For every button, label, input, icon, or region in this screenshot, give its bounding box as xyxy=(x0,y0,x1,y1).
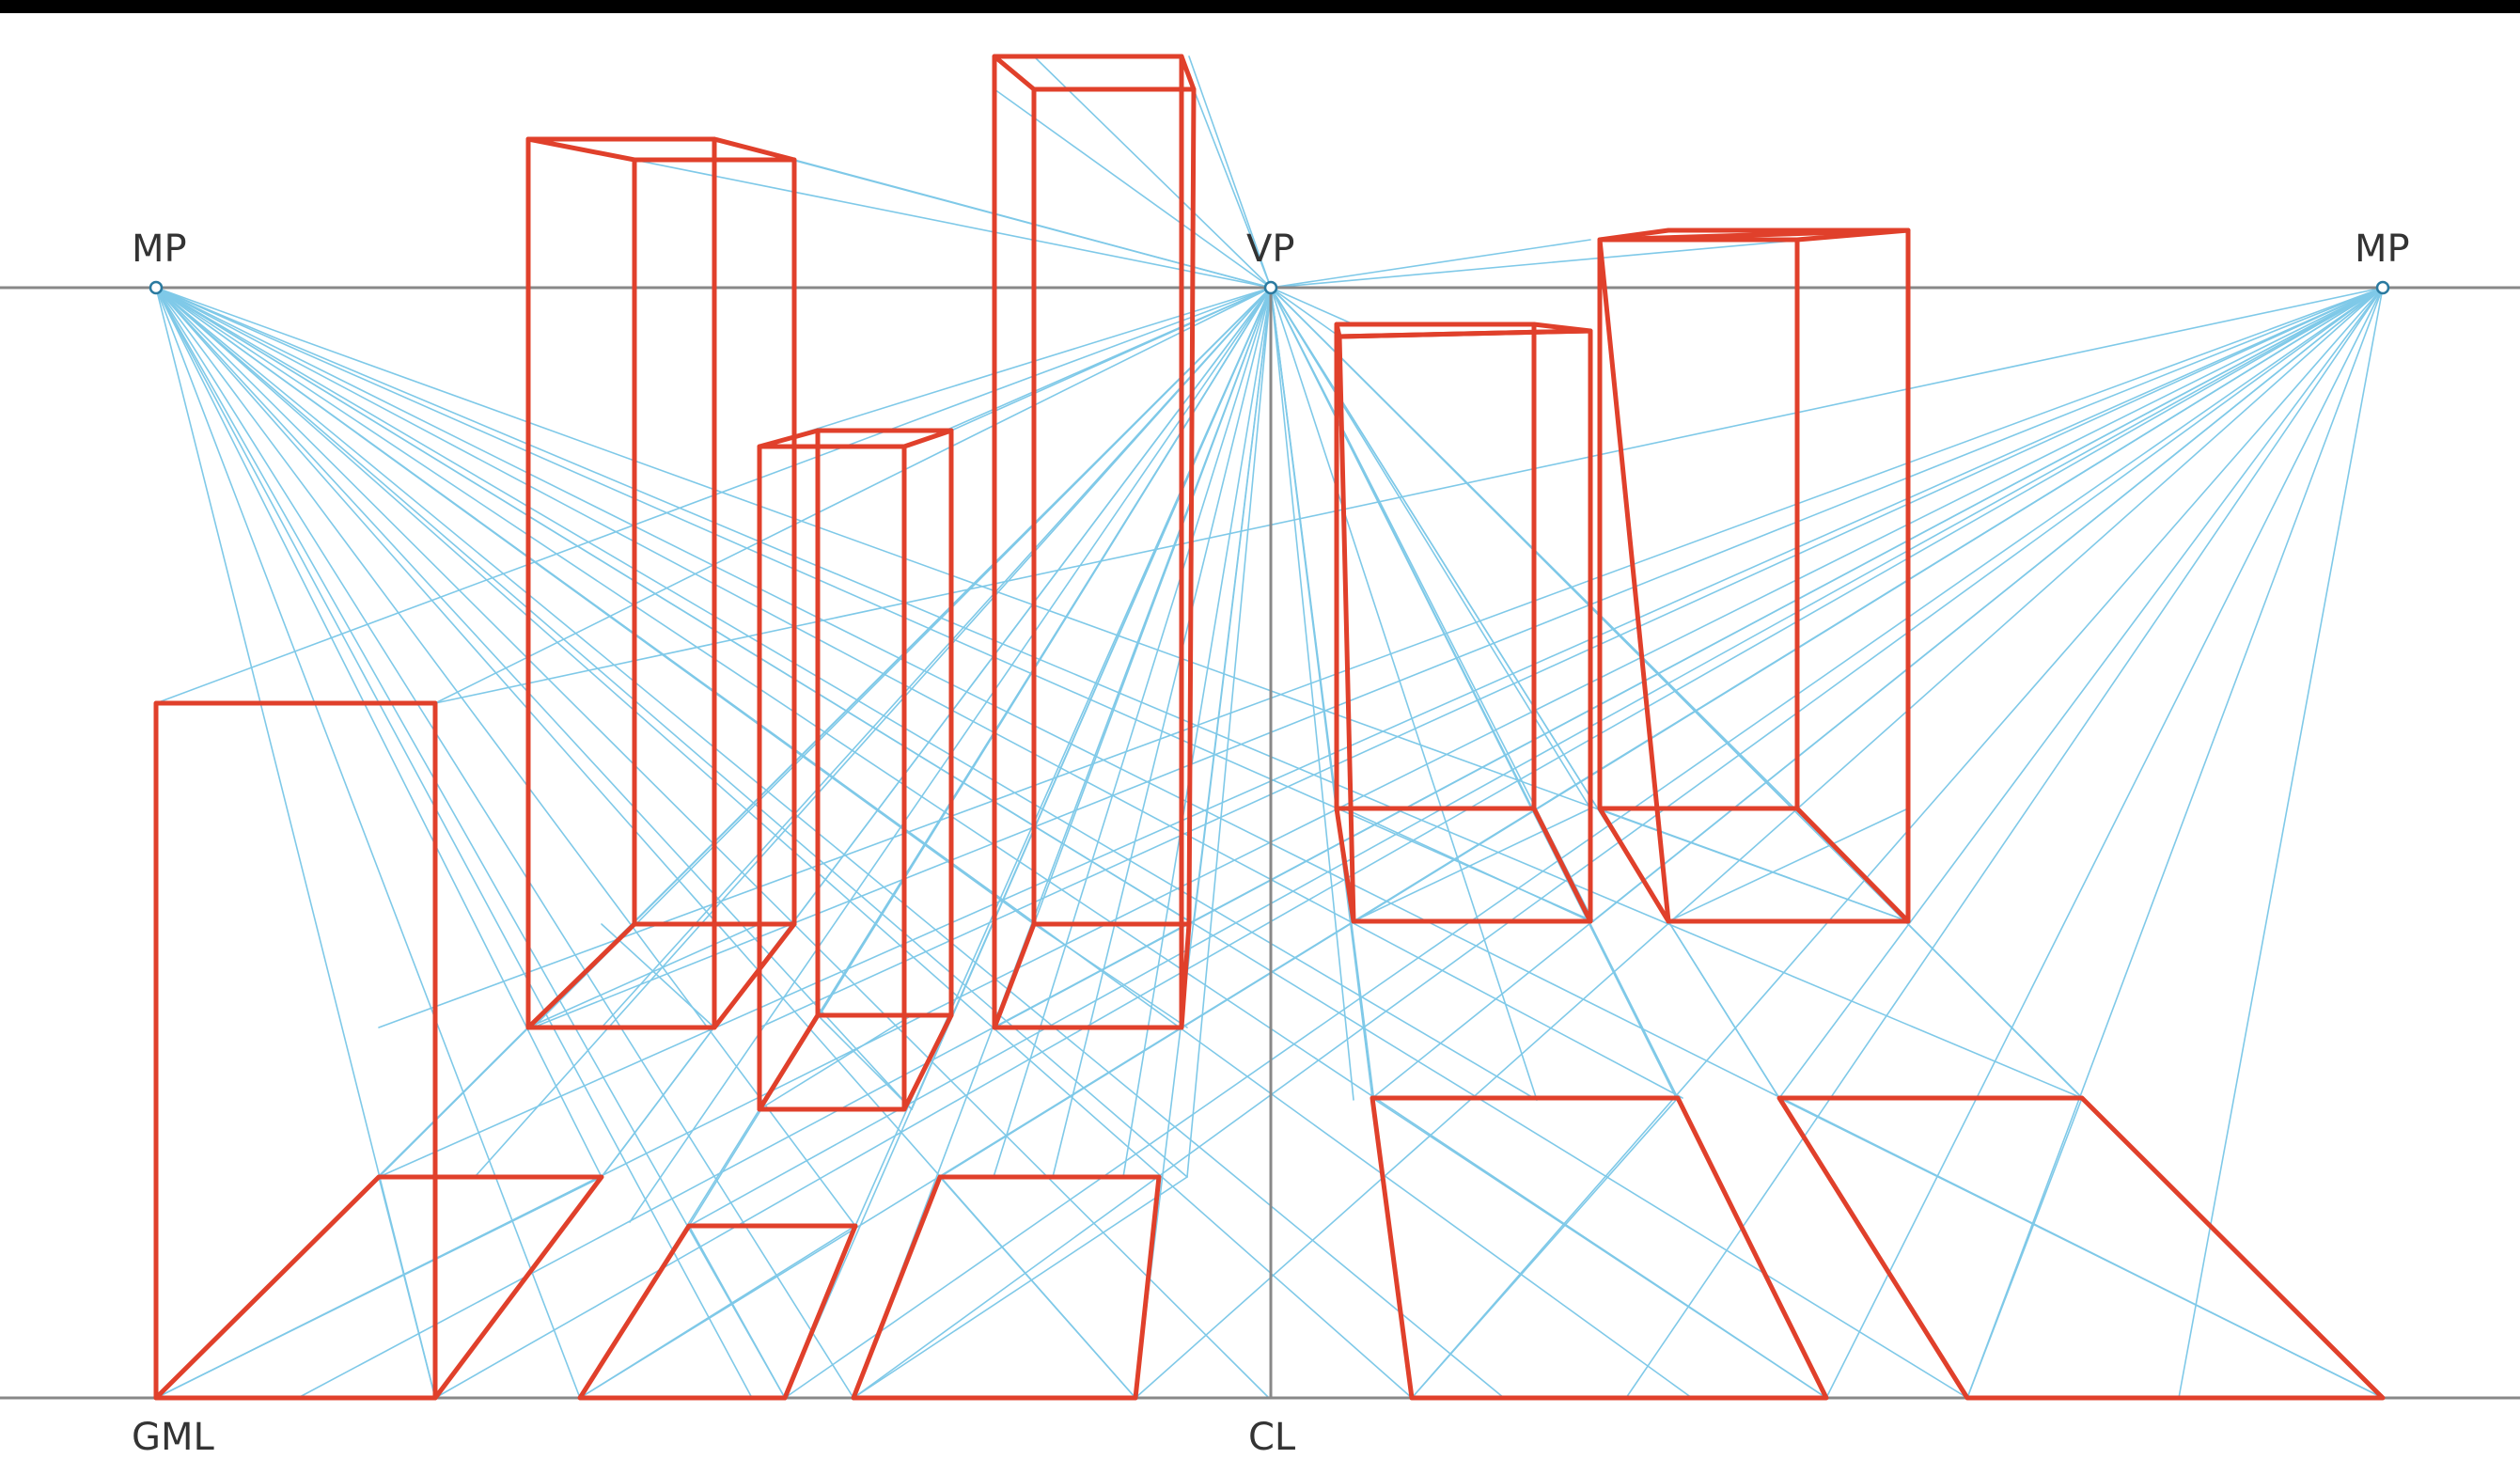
vp-guide-line xyxy=(1193,287,1272,925)
tower-c-bottom xyxy=(992,921,1192,1030)
vp-guide-line xyxy=(1270,287,1354,325)
mp-right-guide-line xyxy=(1135,287,2384,1399)
mp-right-guide-line xyxy=(532,287,2384,1028)
tower-a-bottom xyxy=(525,921,797,1030)
mp-left-guide-line xyxy=(155,287,786,1399)
mp-right-guide-line xyxy=(759,287,2384,1028)
mp-left-guide-line xyxy=(155,287,1683,1099)
floor-diagonal-line xyxy=(601,923,715,1028)
vp-guide-line xyxy=(530,138,1272,289)
vp-guide-line xyxy=(1033,287,1272,925)
vanishing-point-label: VP xyxy=(1246,227,1294,271)
floor-plan-3 xyxy=(851,1174,1162,1401)
mp-left-guide-line xyxy=(155,287,1538,1101)
tower-b-bottom xyxy=(757,1012,954,1112)
mp-right-guide-line xyxy=(784,287,2384,1399)
mp-right-guide-line xyxy=(1625,287,2384,1399)
vp-guide-line xyxy=(1270,287,1538,1101)
mp-left-guide-line xyxy=(155,287,1827,1399)
vp-guide-line xyxy=(1270,287,1354,1101)
tower-e-bottom xyxy=(1597,806,1911,924)
floor-diagonal-line xyxy=(1353,808,1591,922)
vp-guide-line xyxy=(1033,55,1272,289)
mp-right-guide-line xyxy=(1353,287,2384,922)
vp-guide-line xyxy=(1270,287,1340,337)
mp-left-guide-line xyxy=(155,287,1594,922)
vp-guide-line xyxy=(1188,55,1272,289)
mp-left-guide-line xyxy=(155,287,913,1110)
ground-measuring-line-label: GML xyxy=(132,1416,215,1459)
mp-right-guide-line xyxy=(994,287,2384,1028)
floor-diagonal-line xyxy=(527,923,760,1028)
mp-left-guide-line xyxy=(155,287,581,1399)
mp-right-guide-line xyxy=(2178,287,2384,1399)
vp-guide-line xyxy=(1270,239,1591,289)
floor-diagonal-line xyxy=(378,1176,436,1399)
floor-plan-1 xyxy=(153,1174,604,1401)
floor-plan-2 xyxy=(577,1223,858,1401)
labels: MP VP MP GML CL xyxy=(132,227,2410,1459)
floor-diagonal-line xyxy=(1371,1097,1827,1399)
left-measuring-point-label: MP xyxy=(132,227,187,271)
floor-diagonal-line xyxy=(853,1176,1188,1399)
floor-diagonal-line xyxy=(1033,923,1188,1028)
floor-diagonal-line xyxy=(1667,808,1909,922)
floor-diagonal-line xyxy=(155,1176,603,1399)
tower-d-bottom xyxy=(1334,806,1593,924)
right-measuring-point-label: MP xyxy=(2355,227,2410,271)
floor-diagonal-line xyxy=(939,1176,1136,1399)
mp-left-guide-line xyxy=(155,287,1413,1399)
point-markers xyxy=(149,280,2390,295)
center-line-label: CL xyxy=(1248,1416,1296,1459)
floor-diagonal-line xyxy=(1411,1097,1679,1399)
floor-diagonal-line xyxy=(1597,808,1909,922)
mp-right-guide-line xyxy=(1966,287,2384,1399)
vanishing-point-marker xyxy=(1263,280,1278,295)
mp-right-guide-line xyxy=(434,287,2384,1399)
left-measuring-point-marker xyxy=(149,280,164,295)
mp-left-guide-line xyxy=(155,287,856,1227)
vp-guide-line xyxy=(1270,287,1591,809)
vp-guide-line xyxy=(994,88,1272,289)
box-wireframes xyxy=(153,54,2386,1401)
mp-left-guide-line xyxy=(155,287,2083,1099)
mp-left-guide-line xyxy=(155,287,1693,1399)
right-measuring-point-marker xyxy=(2375,280,2390,295)
floor-diagonal-line xyxy=(1966,1097,2083,1399)
vp-guide-line xyxy=(1193,88,1272,289)
mp-left-guide-line xyxy=(155,287,854,1399)
floor-plan-5 xyxy=(1777,1095,2386,1401)
mp-right-guide-line xyxy=(1411,287,2384,1399)
vp-guide-line xyxy=(434,287,1272,704)
floor-diagonal-line xyxy=(1343,808,1591,922)
mp-left-guide-line xyxy=(155,287,1505,1399)
mp-right-guide-line xyxy=(1778,287,2384,1099)
vp-guide-line xyxy=(759,287,1272,447)
floor-plan-4 xyxy=(1370,1095,1829,1401)
mp-right-guide-line xyxy=(1592,287,2384,922)
top-border-band xyxy=(0,0,2520,13)
vp-guide-line xyxy=(908,287,1272,447)
mp-right-guide-line xyxy=(1825,287,2384,1399)
floor-diagonal-line xyxy=(994,923,1188,1028)
floor-diagonal-line xyxy=(688,1225,786,1399)
vp-guide-line xyxy=(1186,287,1272,1178)
mp-left-guide-line xyxy=(155,287,1195,925)
mp-left-guide-line xyxy=(155,287,753,1399)
floor-diagonal-line xyxy=(759,1014,913,1110)
floor-diagonal-line xyxy=(817,1014,913,1110)
floor-diagonal-line xyxy=(1778,1097,2384,1399)
floor-diagonal-line xyxy=(579,1225,856,1399)
vp-guide-line xyxy=(579,287,1272,1399)
